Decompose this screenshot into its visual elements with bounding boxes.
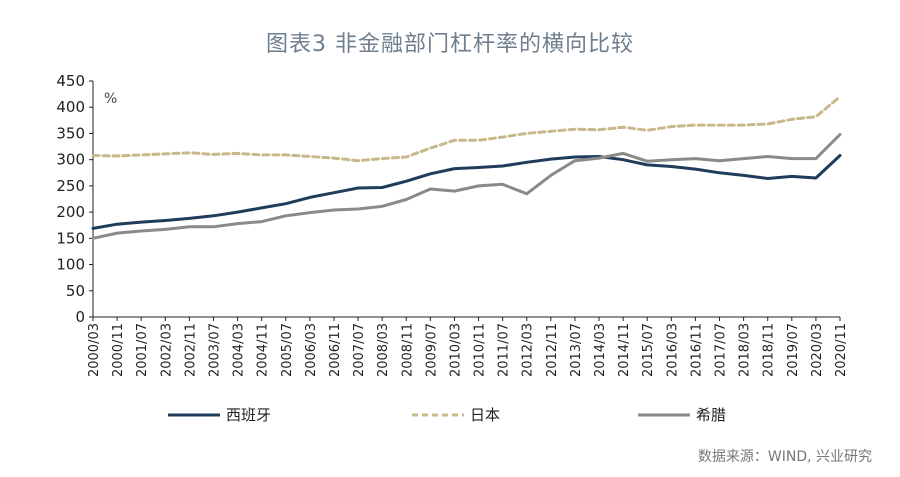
x-tick-label: 2014/11: [617, 323, 632, 377]
legend-item-greece: 希腊: [638, 404, 726, 425]
x-tick-label: 2009/07: [424, 323, 439, 377]
x-tick-label: 2004/11: [256, 323, 271, 377]
chart-title: 图表3 非金融部门杠杆率的横向比较: [266, 32, 634, 57]
series-line-0: [91, 154, 842, 230]
series-line-1: [91, 95, 842, 163]
source-note: 数据来源：WIND, 兴业研究: [697, 449, 872, 465]
legend-label-greece: 希腊: [696, 406, 727, 424]
legend-swatch-greece: [638, 413, 690, 416]
legend-swatch-japan: [412, 413, 464, 416]
x-tick-label: 2006/11: [328, 323, 343, 377]
x-tick-label: 2016/11: [689, 323, 704, 377]
y-tick-label: 50: [66, 282, 85, 300]
x-tick-label: 2002/11: [183, 323, 198, 377]
x-tick-label: 2018/11: [762, 323, 777, 377]
x-tick-label: 2003/07: [207, 323, 222, 377]
x-tick-label: 2005/07: [280, 323, 295, 377]
x-tick-label: 2000/03: [87, 323, 102, 377]
x-tick-label: 2004/03: [232, 323, 247, 377]
y-tick-label: 300: [56, 151, 85, 169]
x-tick-label: 2016/03: [665, 323, 680, 377]
y-tick-label: 200: [56, 203, 85, 221]
x-tick-label: 2013/07: [569, 323, 584, 377]
x-tick-label: 2001/07: [135, 323, 150, 377]
x-tick-label: 2000/11: [111, 323, 126, 377]
x-tick-label: 2018/03: [738, 323, 753, 377]
x-tick-label: 2007/07: [352, 323, 367, 377]
y-tick-label: 100: [56, 256, 85, 274]
x-tick-label: 2019/07: [786, 323, 801, 377]
y-tick-label: 350: [56, 124, 85, 142]
line-chart: 0 50 100 150 200 250 300 350 400 450% 2000/03 2000/…: [56, 72, 849, 377]
legend-swatch-spain: [168, 413, 220, 416]
series-line-2: [91, 133, 842, 240]
x-tick-label: 2015/07: [641, 323, 656, 377]
y-tick-label: 450: [56, 72, 85, 90]
x-tick-label: 2020/11: [834, 323, 849, 377]
x-tick-label: 2020/03: [810, 323, 825, 377]
x-tick-label: 2012/03: [521, 323, 536, 377]
y-tick-label: 400: [56, 98, 85, 116]
legend: 西班牙 日本 希腊: [0, 404, 900, 428]
x-tick-label: 2012/11: [545, 323, 560, 377]
y-axis-unit-label: %: [104, 91, 117, 107]
x-tick-label: 2011/07: [497, 323, 512, 377]
x-tick-label: 2010/03: [448, 323, 463, 377]
x-tick-label: 2002/03: [159, 323, 174, 377]
legend-item-japan: 日本: [412, 404, 500, 425]
legend-label-spain: 西班牙: [226, 406, 272, 424]
x-tick-label: 2014/03: [593, 323, 608, 377]
legend-item-spain: 西班牙: [168, 404, 271, 425]
x-tick-label: 2006/03: [304, 323, 319, 377]
x-tick-label: 2010/11: [473, 323, 488, 377]
y-tick-label: 0: [75, 308, 85, 326]
y-tick-label: 250: [56, 177, 85, 195]
x-tick-label: 2017/07: [714, 323, 729, 377]
x-tick-label: 2008/11: [400, 323, 415, 377]
x-tick-label: 2008/03: [376, 323, 391, 377]
y-tick-label: 150: [56, 229, 85, 247]
legend-label-japan: 日本: [470, 406, 501, 424]
